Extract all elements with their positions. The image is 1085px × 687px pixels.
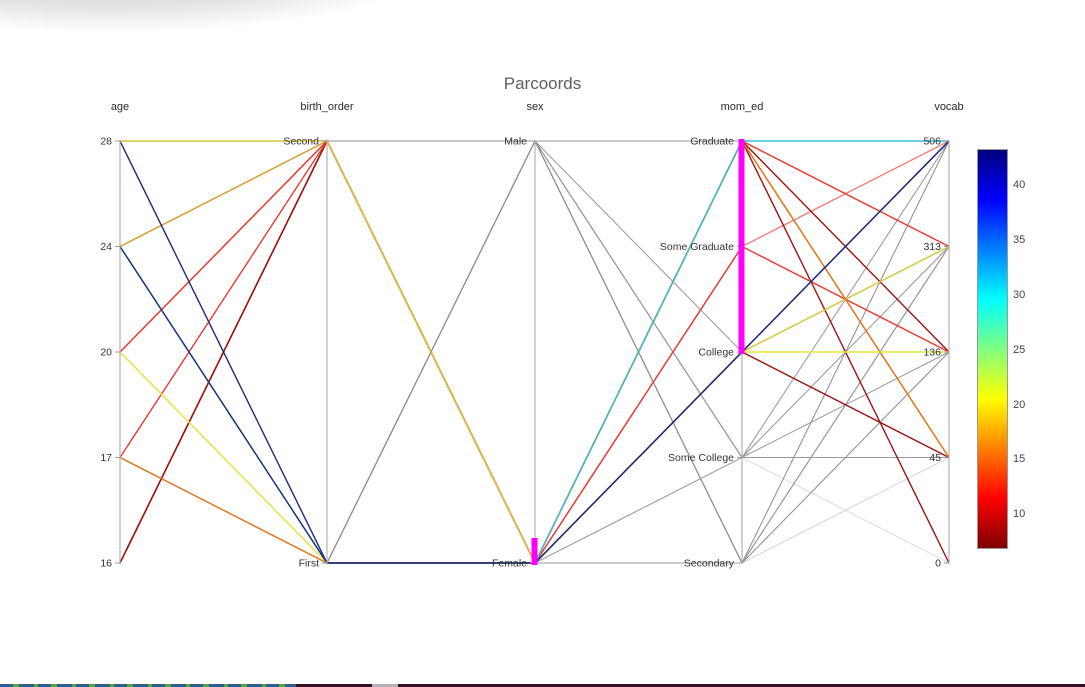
colorbar-tick-label: 35 [1013, 234, 1026, 247]
colorbar-tick-label: 40 [1013, 179, 1026, 192]
tick-label-age: 20 [100, 347, 112, 359]
colorbar [977, 149, 1008, 549]
tick-label-vocab: 45 [929, 452, 941, 464]
tick-label-birth_order: Second [283, 136, 319, 148]
window-edge-highlight [372, 684, 398, 687]
colorbar-tick-label: 10 [1013, 508, 1026, 521]
tick-label-age: 28 [100, 136, 112, 148]
tick-label-age: 17 [100, 452, 112, 464]
dimension-title-birth_order[interactable]: birth_order [300, 101, 354, 113]
dimension-title-mom_ed[interactable]: mom_ed [720, 101, 764, 113]
colorbar-tick-label: 20 [1013, 398, 1026, 411]
dimension-title-vocab[interactable]: vocab [934, 101, 964, 113]
tick-label-vocab: 506 [923, 136, 941, 148]
tick-label-birth_order: First [299, 558, 319, 570]
dimension-title-sex[interactable]: sex [526, 101, 544, 113]
tick-label-sex: Male [504, 136, 527, 148]
colorbar-tick-label: 25 [1013, 343, 1026, 356]
tick-label-mom_ed: College [698, 347, 734, 359]
tick-label-mom_ed: Some Graduate [660, 241, 734, 253]
tick-label-mom_ed: Graduate [690, 136, 734, 148]
tick-label-vocab: 136 [923, 347, 941, 359]
tick-label-mom_ed: Some College [668, 452, 734, 464]
terminal-window-edge[interactable] [0, 684, 296, 687]
colorbar-tick-label: 15 [1013, 453, 1026, 466]
dark-window-edge[interactable] [296, 684, 1085, 687]
tick-label-vocab: 0 [935, 558, 941, 570]
tick-label-vocab: 313 [923, 241, 941, 253]
brush-bar-sex[interactable] [531, 538, 538, 565]
brush-bar-mom_ed[interactable] [738, 139, 745, 354]
tick-label-mom_ed: Secondary [684, 558, 735, 570]
colorbar-tick-label: 30 [1013, 288, 1026, 301]
tick-label-age: 24 [100, 241, 112, 253]
tick-label-sex: Female [492, 558, 527, 570]
dimension-title-age[interactable]: age [110, 101, 130, 113]
chart-title: Parcoords [503, 74, 582, 93]
tick-label-age: 16 [100, 558, 112, 570]
background-window-sliver[interactable] [0, 684, 1085, 687]
